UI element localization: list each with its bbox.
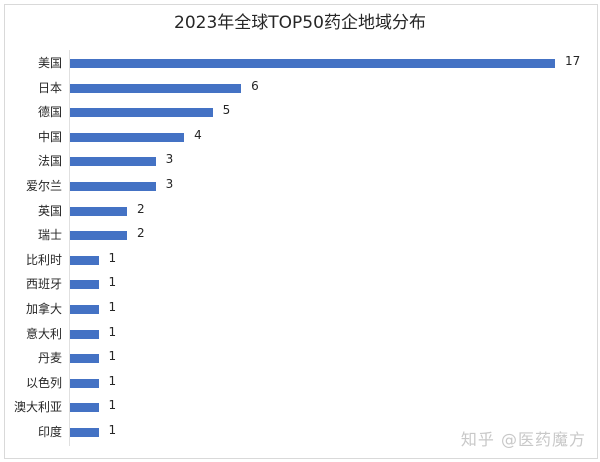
bar-row: 英国 2 — [0, 199, 600, 223]
bar-row: 意大利 1 — [0, 322, 600, 346]
bar — [70, 108, 213, 118]
data-label: 5 — [222, 103, 231, 118]
data-label: 1 — [108, 250, 117, 265]
data-label: 1 — [108, 324, 117, 339]
category-label: 以色列 — [25, 375, 62, 390]
data-label: 4 — [194, 127, 202, 142]
bar-row: 西班牙 1 — [0, 272, 600, 296]
bar-row: 以色列 1 — [0, 371, 600, 395]
category-label: 美国 — [37, 56, 62, 70]
data-label: 1 — [108, 373, 117, 388]
bar — [70, 329, 99, 339]
bar-row: 丹麦 1 — [0, 346, 600, 370]
category-label: 爱尔兰 — [25, 179, 62, 193]
bar-row: 比利时 1 — [0, 248, 600, 272]
bar-row: 日本 6 — [0, 76, 600, 100]
category-label: 法国 — [37, 154, 62, 169]
bar — [70, 305, 99, 314]
bar — [70, 378, 99, 388]
data-label: 17 — [565, 54, 581, 68]
category-label: 西班牙 — [25, 277, 62, 292]
category-label: 印度 — [37, 425, 62, 439]
bar-row: 中国 4 — [0, 125, 600, 149]
category-axis-line — [69, 50, 70, 446]
data-label: 1 — [108, 349, 117, 364]
data-label: 2 — [137, 201, 145, 216]
category-label: 瑞士 — [37, 228, 62, 243]
bar — [70, 59, 555, 68]
data-label: 1 — [108, 275, 117, 290]
category-label: 中国 — [37, 129, 62, 144]
bar — [70, 132, 185, 142]
watermark: 知乎 @医药魔方 — [460, 430, 586, 449]
bar-row: 法国 3 — [0, 149, 600, 173]
category-label: 加拿大 — [25, 302, 62, 316]
category-label: 德国 — [37, 105, 62, 120]
bar-row: 印度 1 — [0, 420, 600, 444]
bar — [70, 83, 242, 93]
bar — [70, 428, 99, 437]
bar — [70, 403, 99, 413]
category-label: 意大利 — [25, 326, 62, 341]
category-label: 澳大利亚 — [13, 400, 62, 415]
data-label: 3 — [165, 152, 174, 167]
data-label: 6 — [251, 78, 259, 93]
bar-row: 澳大利亚 1 — [0, 395, 600, 419]
data-label: 1 — [108, 300, 117, 314]
category-label: 英国 — [37, 203, 62, 218]
bar — [70, 231, 128, 241]
data-label: 1 — [108, 423, 117, 437]
bar — [70, 280, 99, 290]
bar — [70, 206, 128, 216]
bar — [70, 182, 156, 191]
data-label: 3 — [165, 177, 174, 191]
bar — [70, 157, 156, 167]
bar-row: 爱尔兰 3 — [0, 174, 600, 198]
bar — [70, 255, 99, 265]
category-label: 丹麦 — [37, 351, 62, 366]
category-label: 比利时 — [25, 252, 62, 267]
bar-row: 美国 17 — [0, 51, 600, 75]
chart-title: 2023年全球TOP50药企地域分布 — [174, 13, 426, 33]
bar-row: 德国 5 — [0, 100, 600, 124]
data-label: 2 — [137, 226, 145, 241]
bar-row: 瑞士 2 — [0, 223, 600, 247]
data-label: 1 — [108, 398, 117, 413]
bar — [70, 354, 99, 364]
category-label: 日本 — [37, 80, 62, 95]
bar-row: 加拿大 1 — [0, 297, 600, 321]
